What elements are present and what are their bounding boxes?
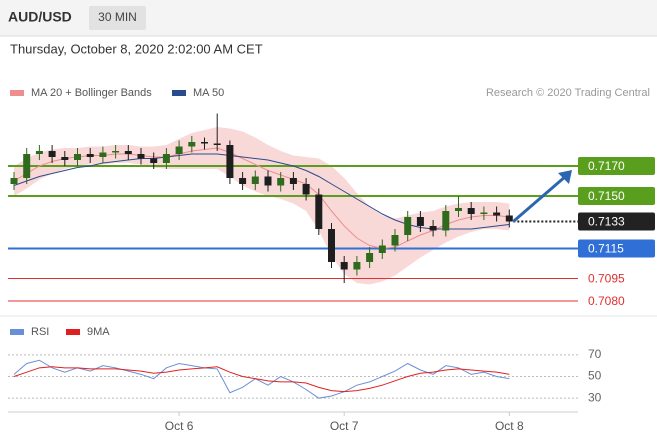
level-tag: [578, 212, 655, 231]
candle-body: [74, 154, 81, 160]
candle-body: [505, 215, 513, 222]
candle-body: [188, 142, 196, 147]
indicator-line: [13, 359, 510, 399]
candle-body: [10, 178, 18, 184]
level-label: 0.7080: [588, 294, 625, 308]
x-tick-label: Oct 7: [330, 419, 359, 433]
candle-body: [35, 151, 43, 154]
candle-body: [353, 262, 361, 270]
y-tick-label: 70: [588, 347, 602, 361]
candle-body: [366, 253, 374, 262]
moving-average: [13, 153, 510, 230]
timeframe-box: [89, 6, 146, 30]
candle-body: [416, 217, 424, 226]
candle-body: [112, 151, 120, 153]
x-tick-label: Oct 6: [165, 419, 194, 433]
y-tick-label: 30: [588, 390, 602, 404]
candle-body: [86, 154, 94, 157]
candle-body: [251, 176, 259, 184]
subtitle: Thursday, October 8, 2020 2:02:00 AM CET: [10, 41, 263, 56]
candle-body: [328, 229, 335, 262]
candle-body: [391, 235, 399, 246]
forecast-arrowhead: [558, 170, 572, 184]
candle-body: [61, 157, 69, 160]
moving-average: [13, 147, 510, 250]
forecast-arrow: [512, 174, 567, 223]
candle-body: [99, 152, 107, 157]
level-label: 0.7170: [588, 159, 625, 173]
candle-body: [226, 145, 234, 178]
legend-label: 9MA: [87, 326, 110, 338]
candle-body: [404, 217, 412, 235]
y-tick-label: 50: [588, 369, 602, 383]
legend-swatch: [10, 90, 24, 96]
level-label: 0.7133: [588, 215, 625, 229]
x-tick-label: Oct 8: [495, 419, 524, 433]
level-label: 0.7115: [588, 242, 624, 256]
candle-body: [315, 194, 323, 229]
candle-body: [175, 146, 183, 154]
candle-body: [201, 142, 208, 144]
candle-body: [289, 178, 297, 184]
candle-body: [442, 211, 450, 231]
candle-body: [480, 212, 488, 214]
candle-body: [239, 178, 247, 184]
level-tag: [578, 239, 655, 258]
level-tag: [578, 157, 655, 175]
credit: Research © 2020 Trading Central: [486, 87, 650, 99]
candle-body: [48, 151, 56, 157]
legend-swatch: [66, 329, 80, 335]
level-tag: [578, 187, 655, 205]
candle-body: [137, 154, 145, 159]
symbol: AUD/USD: [8, 9, 72, 25]
legend-label: MA 20 + Bollinger Bands: [31, 87, 152, 99]
candle-body: [302, 184, 310, 195]
timeframe: 30 MIN: [98, 10, 137, 24]
candle-body: [429, 226, 437, 231]
level-label: 0.7150: [588, 189, 625, 203]
legend-label: RSI: [31, 326, 49, 338]
candle-body: [340, 262, 348, 270]
candle-body: [213, 143, 221, 145]
candle-body: [467, 208, 475, 214]
candle-body: [264, 176, 272, 186]
candle-body: [23, 154, 31, 178]
candle-body: [493, 212, 501, 216]
bollinger-band: [14, 127, 510, 285]
legend-swatch: [172, 90, 186, 96]
legend-swatch: [10, 329, 24, 335]
candle-body: [124, 151, 132, 154]
level-label: 0.7095: [588, 272, 625, 286]
candle-body: [277, 178, 285, 186]
candle-body: [150, 158, 158, 163]
candle-body: [455, 208, 462, 211]
candle-body: [162, 154, 170, 163]
legend-label: MA 50: [193, 87, 224, 99]
indicator-line: [13, 366, 510, 393]
candle-body: [378, 245, 386, 253]
